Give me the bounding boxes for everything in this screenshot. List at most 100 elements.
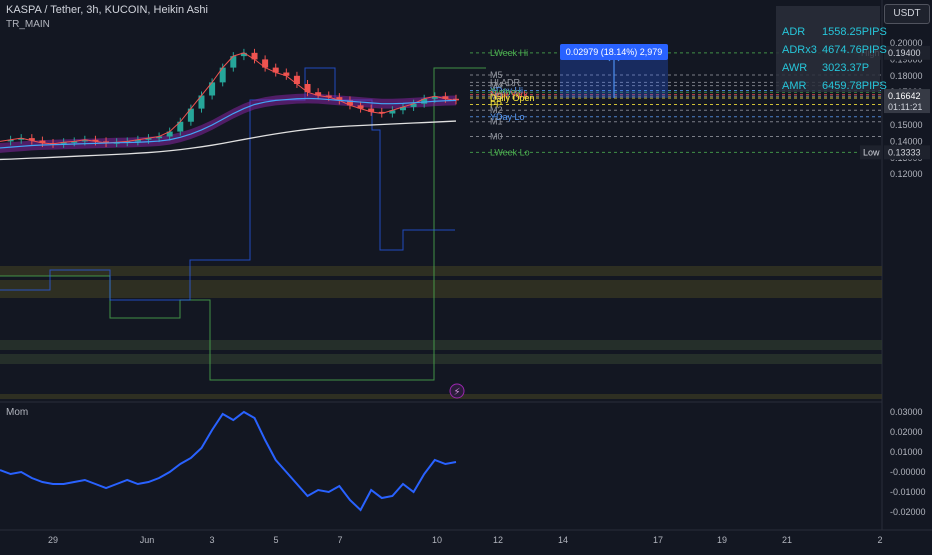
momentum-label: Mom <box>6 407 29 418</box>
measure-label-box <box>560 44 668 60</box>
level-label: YDay Lo <box>490 112 525 122</box>
candle-body <box>7 139 14 142</box>
candle-body <box>293 75 300 84</box>
candle-body <box>219 67 226 83</box>
price-tick-label: 0.12000 <box>890 169 923 179</box>
candle-body <box>272 67 279 73</box>
candle-body <box>399 106 406 111</box>
time-tick-label: 19 <box>717 535 727 545</box>
candle-body <box>240 52 247 57</box>
candle-body <box>346 100 353 106</box>
candle-body <box>103 141 110 144</box>
candle-body <box>198 95 205 109</box>
time-tick-label: 17 <box>653 535 663 545</box>
high-value-box <box>884 45 930 60</box>
candle-body <box>92 139 99 142</box>
level-label: M3 <box>490 91 503 101</box>
fast-ma-line <box>0 52 457 145</box>
price-zone <box>0 280 882 298</box>
last-price-box <box>884 89 930 114</box>
lightning-icon-glyph: ⚡ <box>453 387 460 398</box>
candle-body <box>283 72 290 76</box>
mom-tick-label: -0.01000 <box>890 487 926 497</box>
chart-title: KASPA / Tether, 3h, KUCOIN, Heikin Ashi <box>6 4 208 16</box>
price-tick-label: 0.18000 <box>890 71 923 81</box>
candle-body <box>81 139 88 142</box>
price-zone <box>0 266 882 276</box>
candle-body <box>134 139 141 142</box>
time-tick-label: 29 <box>48 535 58 545</box>
candle-body <box>60 142 67 144</box>
mom-tick-label: 0.02000 <box>890 427 923 437</box>
countdown: 01:11:21 <box>888 102 922 112</box>
level-label: M4 <box>490 81 503 91</box>
stats-key: AWR <box>782 62 808 74</box>
ma-cloud <box>0 93 456 153</box>
stats-key: ADR <box>782 26 806 38</box>
stats-panel: ADR 1558.25PIPS ADRx3 4674.76PIPS AWR 30… <box>776 6 887 92</box>
time-tick-label: 12 <box>493 535 503 545</box>
lightning-icon <box>449 383 465 399</box>
time-tick-label: 3 <box>209 535 214 545</box>
weekly-range-outline <box>0 67 486 381</box>
stats-value: 4674.76PIPS <box>822 44 887 56</box>
level-label: M2 <box>490 105 503 115</box>
candle-body <box>156 136 163 139</box>
candle-body <box>453 98 459 101</box>
candle-body <box>410 103 417 107</box>
candle-body <box>18 138 25 140</box>
level-label: Daily Open <box>490 93 535 103</box>
stats-key: AMR <box>782 80 807 92</box>
price-tick-label: 0.14000 <box>890 136 923 146</box>
high-value: 0.19400 <box>888 48 921 58</box>
candle-body <box>315 92 322 96</box>
stats-value: 1558.25PIPS <box>822 26 887 38</box>
stats-value: 3023.37P <box>822 62 870 74</box>
candle-body <box>421 98 428 104</box>
candle-body <box>336 97 343 101</box>
candle-body <box>230 56 237 68</box>
slow-ma-line <box>0 97 457 149</box>
low-value-box <box>884 145 930 160</box>
price-tick-label: 0.15000 <box>890 120 923 130</box>
candle-body <box>39 140 46 144</box>
candle-body <box>325 95 332 98</box>
mom-tick-label: -0.00000 <box>890 467 926 477</box>
level-label: M5 <box>490 70 503 80</box>
time-tick-label: 10 <box>432 535 442 545</box>
stats-value: 6459.78PIPS <box>822 80 887 92</box>
level-label: LWeek Hi <box>490 48 528 58</box>
candle-body <box>209 82 216 96</box>
low-label-box <box>860 145 882 160</box>
level-label: PP <box>490 100 502 110</box>
mom-tick-label: -0.02000 <box>890 507 926 517</box>
time-tick-label: Jun <box>140 535 155 545</box>
candle-body <box>442 96 449 99</box>
mom-tick-label: 0.01000 <box>890 447 923 457</box>
candle-body <box>145 138 152 140</box>
price-zone <box>0 354 882 364</box>
candle-body <box>368 108 375 112</box>
low-label: Low <box>863 147 880 157</box>
level-label: New York <box>490 90 529 100</box>
candle-body <box>28 138 35 141</box>
momentum-line <box>0 410 457 512</box>
candle-body <box>187 108 194 122</box>
level-label: LWeek Lo <box>490 147 530 157</box>
level-label: HI ADR <box>490 77 521 87</box>
candle-body <box>177 121 184 132</box>
candle-body <box>431 96 438 99</box>
low-value: 0.13333 <box>888 147 921 157</box>
level-label: Sydney <box>490 87 521 97</box>
currency-button[interactable]: USDT <box>884 4 930 24</box>
price-zone <box>0 340 882 350</box>
stats-key: ADRx3 <box>782 44 817 56</box>
level-label: M1 <box>490 117 503 127</box>
indicator-label: TR_MAIN <box>6 19 50 30</box>
mom-tick-label: 0.03000 <box>890 407 923 417</box>
time-tick-label: 14 <box>558 535 568 545</box>
candle-body <box>378 111 385 114</box>
candle-body <box>71 141 78 143</box>
